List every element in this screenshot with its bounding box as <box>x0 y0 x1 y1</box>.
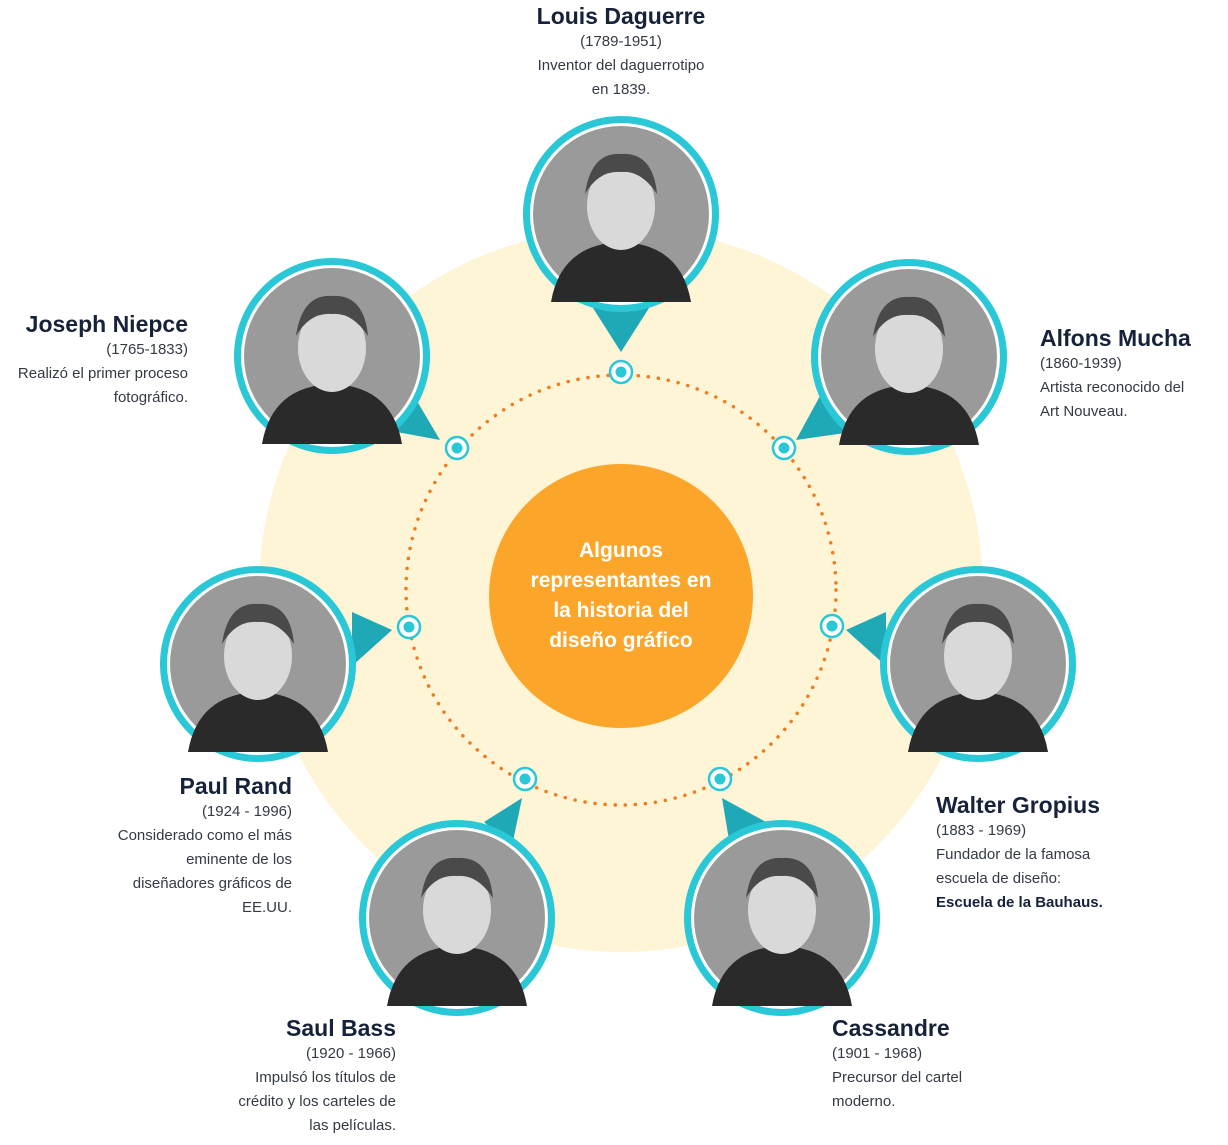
pointer-triangle <box>796 396 852 440</box>
portrait-shoulders <box>188 692 328 752</box>
person-desc: en 1839. <box>591 81 651 98</box>
person-desc: Impulsó los títulos de <box>255 1069 396 1086</box>
person-years: (1924 - 1996) <box>201 803 292 820</box>
portrait-face <box>224 612 292 700</box>
pointer-triangle <box>352 612 392 666</box>
portrait-face <box>748 866 816 954</box>
orbit-marker-dot <box>714 773 726 785</box>
person-node-bass <box>359 766 555 1016</box>
portrait-hair <box>222 603 294 644</box>
person-desc-bold: Escuela de la Bauhaus. <box>936 891 1176 915</box>
person-node-rand <box>160 566 422 762</box>
center-title: Algunos representantes en la historia de… <box>530 539 712 652</box>
portrait-hair <box>585 153 657 194</box>
person-desc: Precursor del cartel <box>832 1069 963 1086</box>
orbit-marker-dot <box>778 442 790 454</box>
pointer-triangle <box>846 612 886 666</box>
pointer-triangle <box>593 308 649 352</box>
portrait-hair <box>296 295 368 336</box>
portrait-face <box>423 866 491 954</box>
label-saul-bass: Saul Bass (1920 - 1966) Impulsó los títu… <box>176 1014 396 1138</box>
person-name: Paul Rand <box>179 773 292 799</box>
person-desc: crédito y los carteles de <box>238 1093 396 1110</box>
person-desc: escuela de diseño: <box>936 870 1062 887</box>
label-louis-daguerre: Louis Daguerre (1789-1951) Inventor del … <box>495 2 747 102</box>
person-desc: EE.UU. <box>241 899 292 916</box>
dotted-orbit <box>404 373 838 807</box>
person-name: Louis Daguerre <box>536 3 706 29</box>
label-walter-gropius: Walter Gropius (1883 - 1969) Fundador de… <box>936 791 1176 915</box>
portrait-hair <box>873 296 945 337</box>
portrait-shoulders <box>712 946 852 1006</box>
person-name: Cassandre <box>832 1015 950 1041</box>
portrait-shoulders <box>908 692 1048 752</box>
pointer-triangle <box>386 396 440 440</box>
person-desc: diseñadores gráficos de <box>132 875 292 892</box>
portrait-face <box>944 612 1012 700</box>
portrait-face <box>298 304 366 392</box>
person-name: Joseph Niepce <box>25 311 188 337</box>
person-node-daguerre <box>523 116 719 385</box>
orbit-marker-dot <box>826 620 838 632</box>
portrait-face <box>875 305 943 393</box>
person-desc: moderno. <box>832 1093 896 1110</box>
orbit-marker-dot <box>403 621 415 633</box>
person-years: (1901 - 1968) <box>832 1045 923 1062</box>
person-years: (1883 - 1969) <box>936 822 1027 839</box>
person-desc: Artista reconocido del <box>1040 379 1185 396</box>
person-desc: Inventor del daguerrotipo <box>537 57 705 74</box>
person-desc: eminente de los <box>186 851 292 868</box>
label-cassandre: Cassandre (1901 - 1968) Precursor del ca… <box>832 1014 1052 1114</box>
orbit-marker-dot <box>451 442 463 454</box>
label-alfons-mucha: Alfons Mucha (1860-1939) Artista reconoc… <box>1040 324 1225 424</box>
person-years: (1860-1939) <box>1040 355 1122 372</box>
bauhaus-highlight: Escuela de la Bauhaus. <box>936 894 1103 911</box>
person-years: (1789-1951) <box>580 33 662 50</box>
person-years: (1920 - 1966) <box>305 1045 396 1062</box>
person-desc: Considerado como el más <box>117 827 292 844</box>
orbit-marker-dot <box>615 366 627 378</box>
label-joseph-niepce: Joseph Niepce (1765-1833) Realizó el pri… <box>0 310 188 410</box>
portrait-face <box>587 162 655 250</box>
portrait-shoulders <box>387 946 527 1006</box>
person-name: Walter Gropius <box>936 792 1100 818</box>
person-name: Alfons Mucha <box>1040 325 1191 351</box>
person-name: Saul Bass <box>286 1015 396 1041</box>
portrait-hair <box>942 603 1014 644</box>
person-node-cassandre <box>684 766 880 1016</box>
portrait-hair <box>746 857 818 898</box>
person-node-niepce <box>234 258 470 461</box>
portrait-shoulders <box>839 385 979 445</box>
person-desc: Art Nouveau. <box>1040 403 1128 420</box>
person-desc: Realizó el primer proceso <box>17 365 188 382</box>
portrait-shoulders <box>262 384 402 444</box>
person-desc: fotográfico. <box>113 389 188 406</box>
portrait-hair <box>421 857 493 898</box>
orbit-marker-dot <box>519 773 531 785</box>
person-desc: Fundador de la famosa <box>936 846 1091 863</box>
portrait-shoulders <box>551 242 691 302</box>
center-circle <box>489 464 753 728</box>
person-node-gropius <box>819 566 1076 762</box>
label-paul-rand: Paul Rand (1924 - 1996) Considerado como… <box>72 772 292 920</box>
person-node-mucha <box>771 259 1007 461</box>
person-desc: las películas. <box>309 1117 396 1134</box>
pointer-triangle <box>484 798 522 846</box>
person-years: (1765-1833) <box>106 341 188 358</box>
